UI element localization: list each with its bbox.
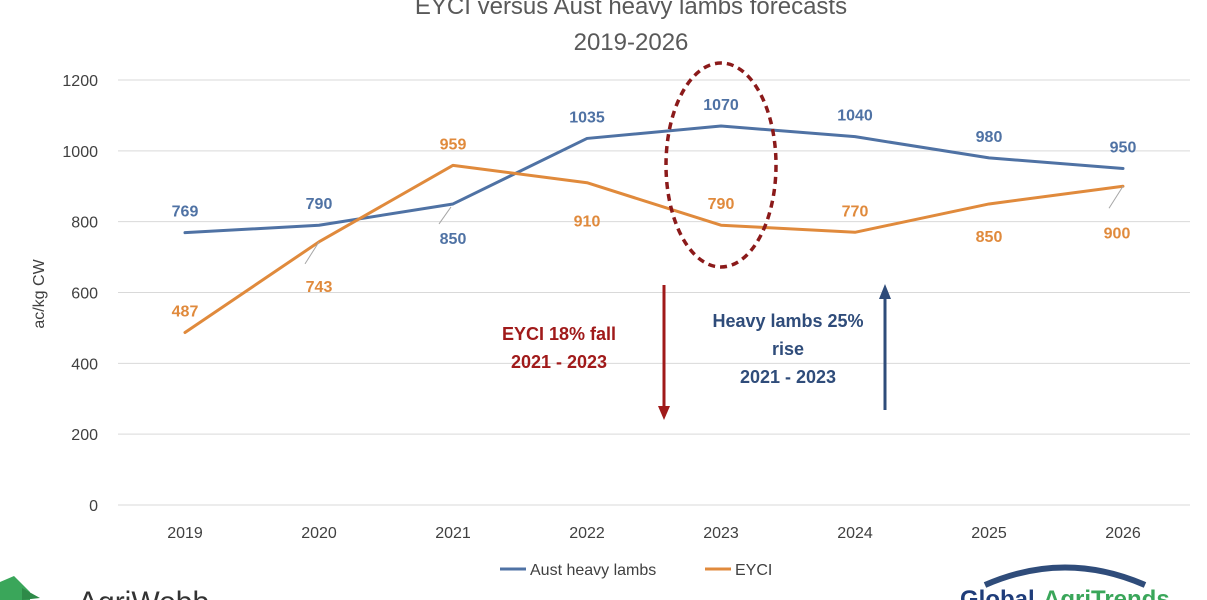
data-labels: 769 790 850 1035 1070 1040 980 950 487 743 959 910 7… bbox=[172, 97, 1137, 320]
y-tick-label: 600 bbox=[71, 286, 98, 303]
chart-title: EYCI versus Aust heavy lambs forecasts bbox=[415, 0, 847, 20]
data-label: 770 bbox=[842, 203, 869, 220]
chart-subtitle: 2019-2026 bbox=[574, 29, 689, 56]
globalagritrends-logo-arc bbox=[983, 564, 1147, 588]
leader-line bbox=[1108, 185, 1124, 209]
series-group bbox=[183, 124, 1125, 335]
legend-entry: EYCI bbox=[735, 562, 772, 579]
globalagritrends-logo-text-1: Global bbox=[960, 586, 1035, 600]
data-label: 1040 bbox=[837, 108, 873, 125]
data-label: 1035 bbox=[569, 109, 605, 126]
rise-annotation-text: Heavy lambs 25% bbox=[712, 311, 863, 331]
data-label: 900 bbox=[1104, 225, 1131, 242]
globalagritrends-logo-text-2: AgriTrends bbox=[1043, 586, 1170, 600]
data-label: 950 bbox=[1110, 140, 1137, 157]
data-label: 850 bbox=[976, 229, 1003, 246]
gridlines bbox=[118, 79, 1190, 506]
y-tick-label: 1200 bbox=[62, 73, 98, 90]
series-line-aust-heavy-lambs bbox=[183, 124, 1125, 235]
rise-arrow-head bbox=[879, 284, 891, 299]
fall-annotation-text: 2021 - 2023 bbox=[511, 352, 607, 372]
data-label: 487 bbox=[172, 304, 199, 321]
x-tick-label: 2020 bbox=[301, 525, 337, 542]
rise-annotation-text: 2021 - 2023 bbox=[740, 367, 836, 387]
leader-line bbox=[438, 206, 452, 225]
agriwebb-logo-text: AgriWebb bbox=[78, 586, 209, 600]
data-label: 1070 bbox=[703, 97, 739, 114]
x-axis-ticks: 2019 2020 2021 2022 2023 2024 2025 2026 bbox=[167, 525, 1141, 542]
y-tick-label: 1000 bbox=[62, 144, 98, 161]
y-axis-label: ac/kg CW bbox=[31, 258, 48, 328]
data-label: 910 bbox=[574, 214, 601, 231]
x-tick-label: 2021 bbox=[435, 525, 471, 542]
x-tick-label: 2023 bbox=[703, 525, 739, 542]
y-tick-label: 0 bbox=[89, 498, 98, 515]
y-tick-label: 200 bbox=[71, 427, 98, 444]
legend-entry: Aust heavy lambs bbox=[530, 562, 656, 579]
y-axis-ticks: 0 200 400 600 800 1000 1200 bbox=[62, 73, 98, 515]
data-label: 959 bbox=[440, 136, 467, 153]
data-label: 769 bbox=[172, 204, 199, 221]
x-tick-label: 2019 bbox=[167, 525, 203, 542]
data-label: 790 bbox=[306, 196, 333, 213]
y-tick-label: 400 bbox=[71, 356, 98, 373]
series-line-eyci bbox=[183, 163, 1125, 335]
annotations: EYCI 18% fall 2021 - 2023 Heavy lambs 25% r… bbox=[502, 61, 891, 420]
data-label: 743 bbox=[306, 279, 333, 296]
x-tick-label: 2024 bbox=[837, 525, 873, 542]
agriwebb-logo-icon-part bbox=[22, 588, 40, 600]
y-tick-label: 800 bbox=[71, 215, 98, 232]
data-label: 980 bbox=[976, 129, 1003, 146]
fall-arrow-head bbox=[658, 406, 670, 420]
legend: Aust heavy lambs EYCI bbox=[500, 562, 772, 579]
data-label: 850 bbox=[440, 231, 467, 248]
x-tick-label: 2026 bbox=[1105, 525, 1141, 542]
data-label: 790 bbox=[708, 196, 735, 213]
fall-annotation-text: EYCI 18% fall bbox=[502, 324, 616, 344]
highlight-ellipse bbox=[664, 61, 778, 269]
x-tick-label: 2025 bbox=[971, 525, 1007, 542]
leader-line bbox=[304, 241, 320, 265]
agriwebb-logo: AgriWebb bbox=[0, 576, 209, 600]
globalagritrends-logo: Global AgriTrends bbox=[960, 564, 1170, 600]
x-tick-label: 2022 bbox=[569, 525, 605, 542]
rise-annotation-text: rise bbox=[772, 339, 804, 359]
